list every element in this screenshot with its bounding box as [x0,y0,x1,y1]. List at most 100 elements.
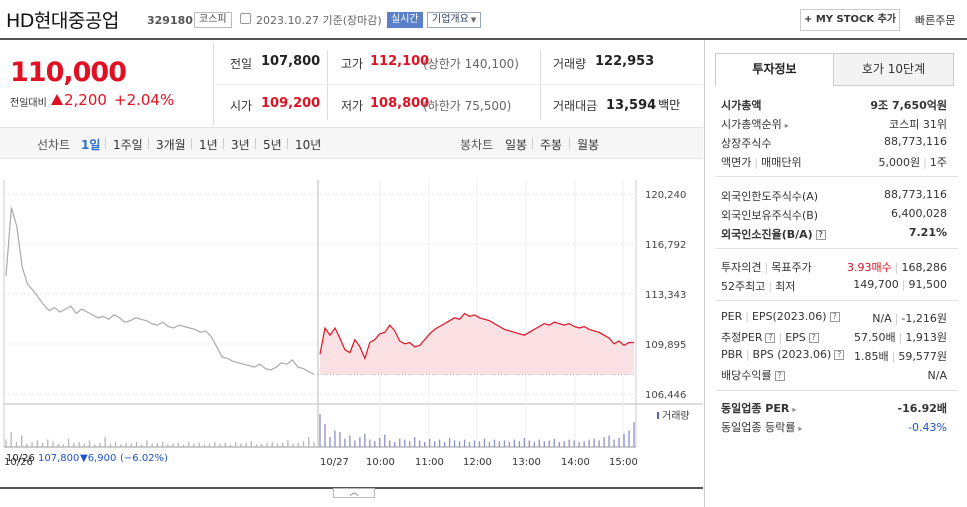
x-tick-label: 10:00 [366,457,395,468]
foreign-limit-label: 외국인한도주식수(A) [721,190,819,203]
week52-high-text: 52주최고 [721,280,766,293]
help-icon[interactable]: ? [808,333,819,343]
tab-1week[interactable]: 1주일 [113,138,143,152]
change-value: 2,200 [64,91,107,109]
prev-close-label: 전일 [230,57,253,71]
listed-shares-label: 상장주식수 [721,137,772,150]
section-divider [715,300,958,301]
pbr-value: 1.85배 | 59,577원 [854,350,947,363]
volume-label: 거래량 [553,57,587,71]
week52-label: 52주최고 | 최저 [721,280,796,293]
up-triangle-icon [51,94,63,105]
chart-period-tabs: 선차트 1일 1주일 3개월 1년 3년 5년 10년 봉차트 일봉 주봉 월봉 [0,127,703,159]
date-text: 2023.10.27 기준(장마감) [256,14,382,27]
tab-separator [255,138,256,149]
today-area [319,312,634,375]
quote-divider-1 [327,50,328,120]
est-per-value: 57.50배 | 1,913원 [854,331,947,344]
est-per-label: 추정PER? | EPS? [721,329,819,345]
tab-3month[interactable]: 3개월 [156,138,186,152]
tab-daily-candle[interactable]: 일봉 [505,138,528,152]
industry-change-value: -0.43% [908,421,947,434]
y-tick-label: 116,792 [645,240,686,251]
tab-weekly-candle[interactable]: 주봉 [540,138,563,152]
bps-number: 59,577원 [898,350,947,363]
market-badge: 코스피 [194,12,232,28]
amount-number: 13,594 [606,98,657,113]
today-label: 10/27 [320,457,349,468]
par-value-value: 5,000원 | 1주 [878,156,947,169]
stock-code: 329180 [147,14,193,27]
company-overview-button[interactable]: 기업개요 ▼ [427,12,482,28]
pbr-label: PBR | BPS (2023.06)? [721,348,845,361]
quick-order-link[interactable]: 빠른주문 [915,14,956,27]
help-icon[interactable]: ? [834,350,845,360]
foreign-limit-value: 88,773,116 [884,188,947,201]
tab-separator [569,138,570,149]
foreign-ratio-label: 외국인소진율(B/A)? [721,226,826,242]
tab-3year[interactable]: 3년 [231,138,250,152]
realtime-button[interactable]: 실시간 [387,12,423,28]
help-icon[interactable]: ? [815,230,826,240]
foreign-ratio-value: 7.21% [908,226,947,239]
upper-limit: (상한가 140,100) [423,57,519,71]
help-icon[interactable]: ? [774,371,785,381]
calendar-icon [240,13,251,24]
tab-orderbook-10[interactable]: 호가 10단계 [833,53,954,86]
dropdown-icon: ▼ [470,16,477,24]
volume-legend-swatch [657,412,659,419]
x-tick-label: 11:00 [415,457,444,468]
my-stock-add-button[interactable]: + MY STOCK 추가 [800,9,900,31]
amount-label: 거래대금 [553,99,598,113]
par-value-text: 액면가 [721,156,752,169]
pbr-text: PBR [721,348,743,361]
tab-1year[interactable]: 1년 [199,138,218,152]
prev-day-close: 107,800 [38,453,80,464]
prev-day-date: 10/26 [6,453,35,464]
chart-expand-button[interactable]: ︿ [333,488,375,498]
tab-separator [223,138,224,149]
today-line [319,312,634,361]
lower-limit: (하한가 75,500) [423,99,512,113]
per-label: PER | EPS(2023.06)? [721,310,840,323]
industry-change-label: 동일업종 등락률 ▸ [721,419,802,435]
section-divider [715,176,958,177]
volume-value: 122,953 [595,54,655,69]
stock-name: HD현대중공업 [6,10,119,32]
tab-monthly-candle[interactable]: 월봉 [577,138,600,152]
trade-unit-number: 1주 [929,156,947,169]
tab-10year[interactable]: 10년 [295,138,322,152]
tab-5year[interactable]: 5년 [263,138,282,152]
x-tick-label: 13:00 [512,457,541,468]
week52-low-text: 최저 [775,280,796,293]
chevron-up-icon: ︿ [349,488,359,498]
industry-per-value: -16.92배 [897,402,947,415]
eps-number: -1,216원 [901,312,947,325]
low-value: 108,800 [370,96,430,111]
candle-chart-label: 봉차트 [460,138,494,152]
header-divider [0,38,967,40]
tab-1day[interactable]: 1일 [81,138,101,152]
tab-separator [148,138,149,149]
section-divider [715,248,958,249]
market-cap-rank-value: 코스피 31위 [889,118,947,131]
listed-shares-value: 88,773,116 [884,135,947,148]
company-overview-label: 기업개요 [432,14,469,25]
opinion-text: 투자의견 [721,261,762,274]
tab-investment-info[interactable]: 투자정보 [715,53,834,86]
today-fill [320,313,634,375]
chart-grid [3,180,703,448]
change-percent: +2.04% [114,91,175,109]
open-value: 109,200 [261,96,321,111]
tab-separator [191,138,192,149]
dividend-label: 배당수익률? [721,367,785,383]
help-icon[interactable]: ? [829,312,840,322]
chart-labels: 120,240 116,792 113,343 109,895 106,446 10:00… [4,190,690,468]
x-tick-label: 15:00 [609,457,638,468]
price-chart[interactable]: 120,240 116,792 113,343 109,895 106,446 10:00… [0,160,703,490]
quote-divider-2 [540,50,541,120]
prev-day-pct: (−6.02%) [120,453,168,464]
caret-right-icon: ▸ [792,405,797,414]
help-icon[interactable]: ? [765,333,776,343]
opinion-label: 투자의견 | 목표주가 [721,261,812,274]
